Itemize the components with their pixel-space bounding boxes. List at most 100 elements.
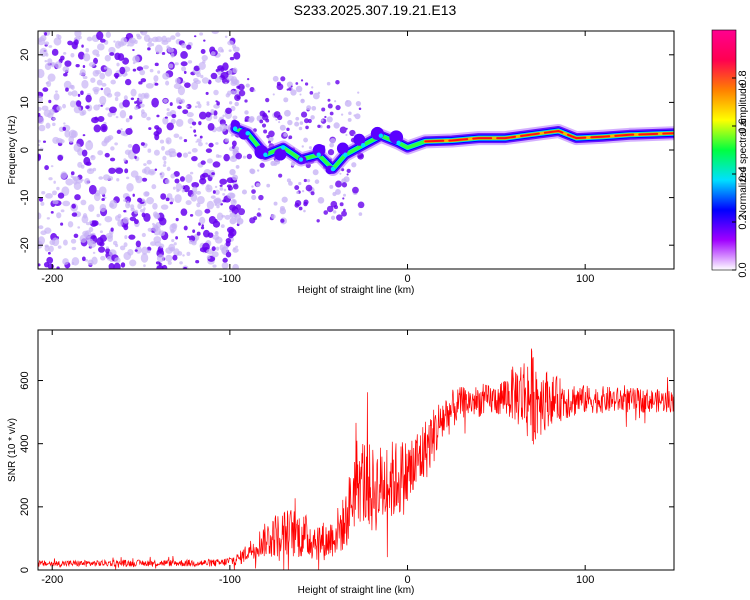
noise-speckle bbox=[233, 52, 241, 60]
noise-speckle bbox=[181, 188, 185, 193]
noise-speckle bbox=[46, 217, 50, 220]
noise-speckle bbox=[38, 106, 42, 112]
noise-speckle bbox=[120, 262, 126, 268]
noise-speckle bbox=[161, 145, 165, 151]
y-tick-label: 400 bbox=[19, 435, 31, 453]
transition-speckle bbox=[300, 79, 304, 82]
noise-speckle bbox=[188, 239, 194, 245]
noise-speckle bbox=[213, 89, 219, 96]
transition-speckle bbox=[284, 109, 291, 117]
noise-speckle bbox=[133, 218, 139, 225]
noise-speckle bbox=[232, 67, 238, 74]
noise-speckle bbox=[107, 234, 113, 242]
noise-speckle bbox=[216, 101, 220, 106]
noise-speckle bbox=[233, 247, 236, 251]
noise-speckle bbox=[224, 35, 228, 38]
noise-speckle bbox=[140, 31, 148, 36]
noise-speckle bbox=[147, 148, 152, 153]
transition-speckle bbox=[294, 121, 300, 127]
noise-speckle bbox=[88, 226, 94, 233]
transition-speckle bbox=[299, 121, 304, 125]
noise-speckle bbox=[171, 113, 177, 119]
noise-speckle bbox=[141, 212, 146, 218]
transition-speckle bbox=[339, 172, 342, 175]
transition-speckle bbox=[251, 189, 256, 194]
noise-speckle bbox=[56, 266, 60, 269]
noise-speckle bbox=[205, 111, 211, 118]
transition-speckle bbox=[246, 153, 253, 160]
transition-speckle bbox=[273, 201, 278, 206]
snr-y-ticks: 0 200 400 600 bbox=[19, 371, 674, 573]
transition-speckle bbox=[335, 188, 341, 195]
noise-speckle bbox=[92, 49, 100, 56]
noise-speckle bbox=[199, 135, 203, 139]
noise-speckle bbox=[52, 190, 57, 196]
noise-speckle bbox=[38, 154, 41, 161]
noise-speckle bbox=[41, 191, 46, 195]
noise-speckle bbox=[95, 69, 102, 75]
noise-speckle bbox=[144, 94, 149, 98]
noise-speckle bbox=[100, 123, 108, 133]
noise-speckle bbox=[127, 144, 133, 148]
noise-speckle bbox=[179, 98, 185, 104]
noise-speckle bbox=[154, 133, 160, 141]
noise-speckle bbox=[154, 241, 162, 247]
noise-speckle bbox=[199, 32, 204, 36]
noise-speckle bbox=[166, 122, 174, 131]
noise-speckle bbox=[183, 70, 187, 74]
noise-speckle bbox=[156, 114, 160, 118]
transition-speckle bbox=[300, 111, 308, 118]
transition-speckle bbox=[298, 126, 303, 131]
transition-speckle bbox=[234, 94, 241, 101]
noise-speckle bbox=[175, 236, 179, 240]
transition-speckle bbox=[357, 201, 365, 209]
transition-speckle bbox=[272, 93, 275, 96]
noise-speckle bbox=[181, 66, 187, 72]
transition-speckle bbox=[351, 162, 357, 168]
noise-speckle bbox=[154, 213, 160, 219]
noise-speckle bbox=[186, 103, 192, 109]
noise-speckle bbox=[75, 100, 82, 107]
noise-speckle bbox=[169, 201, 174, 205]
noise-speckle bbox=[46, 80, 52, 87]
noise-speckle bbox=[155, 36, 163, 43]
noise-speckle bbox=[207, 123, 215, 131]
noise-speckle bbox=[92, 251, 96, 254]
noise-speckle bbox=[222, 257, 228, 263]
noise-speckle bbox=[71, 212, 78, 217]
transition-speckle bbox=[268, 140, 271, 144]
transition-speckle bbox=[253, 216, 258, 221]
noise-speckle bbox=[38, 95, 43, 103]
noise-speckle bbox=[162, 72, 170, 80]
transition-speckle bbox=[312, 92, 320, 100]
noise-speckle bbox=[200, 74, 204, 79]
noise-speckle bbox=[88, 184, 97, 195]
transition-speckle bbox=[258, 194, 264, 201]
noise-speckle bbox=[134, 106, 139, 111]
noise-speckle bbox=[205, 148, 213, 153]
noise-speckle bbox=[130, 88, 137, 97]
noise-speckle bbox=[199, 247, 207, 253]
transition-speckle bbox=[273, 111, 281, 118]
noise-speckle bbox=[100, 255, 106, 261]
noise-speckle bbox=[120, 37, 128, 46]
noise-speckle bbox=[93, 57, 98, 65]
transition-speckle bbox=[339, 202, 344, 207]
noise-speckle bbox=[124, 235, 128, 240]
noise-speckle bbox=[207, 256, 211, 260]
noise-speckle bbox=[52, 122, 56, 127]
transition-speckle bbox=[303, 199, 309, 205]
noise-speckle bbox=[82, 75, 88, 80]
noise-speckle bbox=[135, 245, 142, 254]
noise-speckle bbox=[154, 44, 163, 54]
noise-speckle bbox=[227, 40, 234, 46]
transition-speckle bbox=[301, 189, 305, 193]
signal-blob-core bbox=[263, 152, 268, 157]
noise-speckle bbox=[127, 203, 130, 206]
transition-speckle bbox=[346, 173, 349, 176]
y-tick-label: 600 bbox=[19, 371, 31, 389]
noise-speckle bbox=[165, 137, 172, 145]
noise-speckle bbox=[223, 153, 230, 162]
noise-speckle bbox=[183, 266, 188, 269]
noise-speckle bbox=[77, 93, 81, 97]
